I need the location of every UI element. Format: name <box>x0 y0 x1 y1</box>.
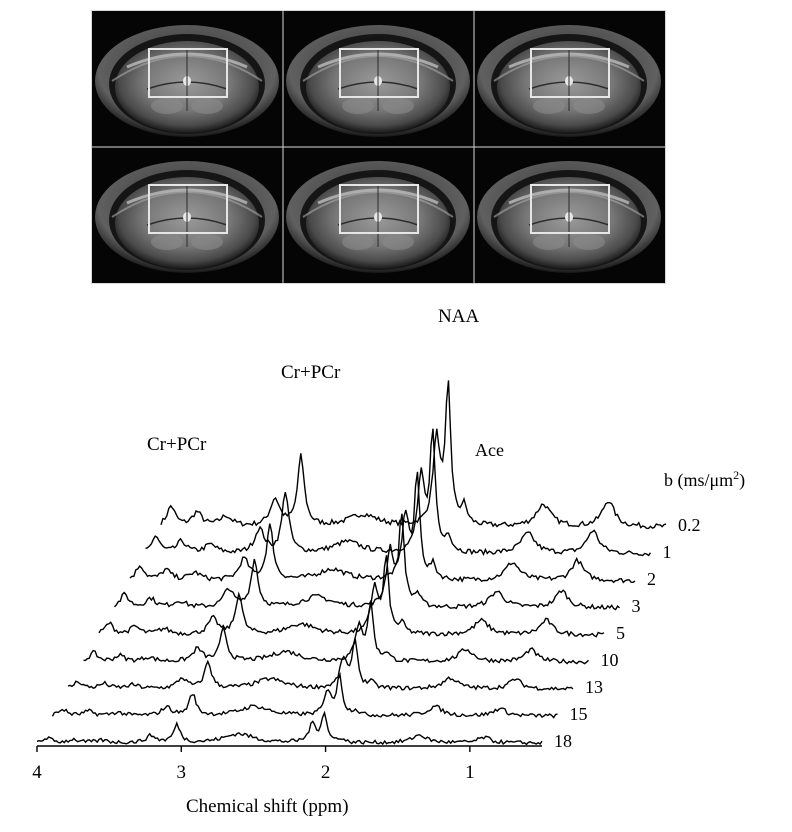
spectrum-trace-b-0.2 <box>160 380 667 530</box>
x-axis-ticks: 4 3 2 1 <box>32 746 475 783</box>
peak-label-ace: Ace <box>475 440 504 460</box>
mri-grid-svg <box>92 11 665 283</box>
mri-image-grid <box>91 10 666 284</box>
b-value-label-5: 5 <box>616 623 625 643</box>
b-value-label-2: 2 <box>647 569 656 589</box>
spectrum-trace-b-2 <box>129 471 636 584</box>
x-axis-title: Chemical shift (ppm) <box>186 796 349 817</box>
spectrum-trace-b-10 <box>83 600 589 665</box>
b-value-label-0.2: 0.2 <box>678 515 701 535</box>
spectrum-trace-b-18 <box>36 710 543 746</box>
spectrum-trace-b-1 <box>145 428 652 557</box>
spectrum-trace-b-5 <box>98 555 605 638</box>
spectrum-trace-b-15 <box>51 671 558 719</box>
spectra-traces <box>36 380 667 746</box>
b-value-label-13: 13 <box>585 677 603 697</box>
spectrum-trace-b-3 <box>113 513 620 611</box>
x-tick-label-4: 4 <box>32 762 42 783</box>
x-tick-label-3: 3 <box>177 762 187 783</box>
b-value-label-3: 3 <box>632 596 641 616</box>
peak-label-crpcr-high: Cr+PCr <box>281 362 341 383</box>
x-tick-label-2: 2 <box>321 762 331 783</box>
b-value-label-1: 1 <box>663 542 672 562</box>
b-value-label-18: 18 <box>554 731 572 751</box>
peak-label-crpcr-low: Cr+PCr <box>147 434 207 455</box>
peak-label-naa: NAA <box>438 306 479 327</box>
b-value-label-15: 15 <box>570 704 588 724</box>
spectrum-trace-b-13 <box>67 638 574 691</box>
b-axis-title: b (ms/μm2) <box>664 468 745 491</box>
x-tick-label-1: 1 <box>465 762 475 783</box>
b-value-label-10: 10 <box>601 650 619 670</box>
